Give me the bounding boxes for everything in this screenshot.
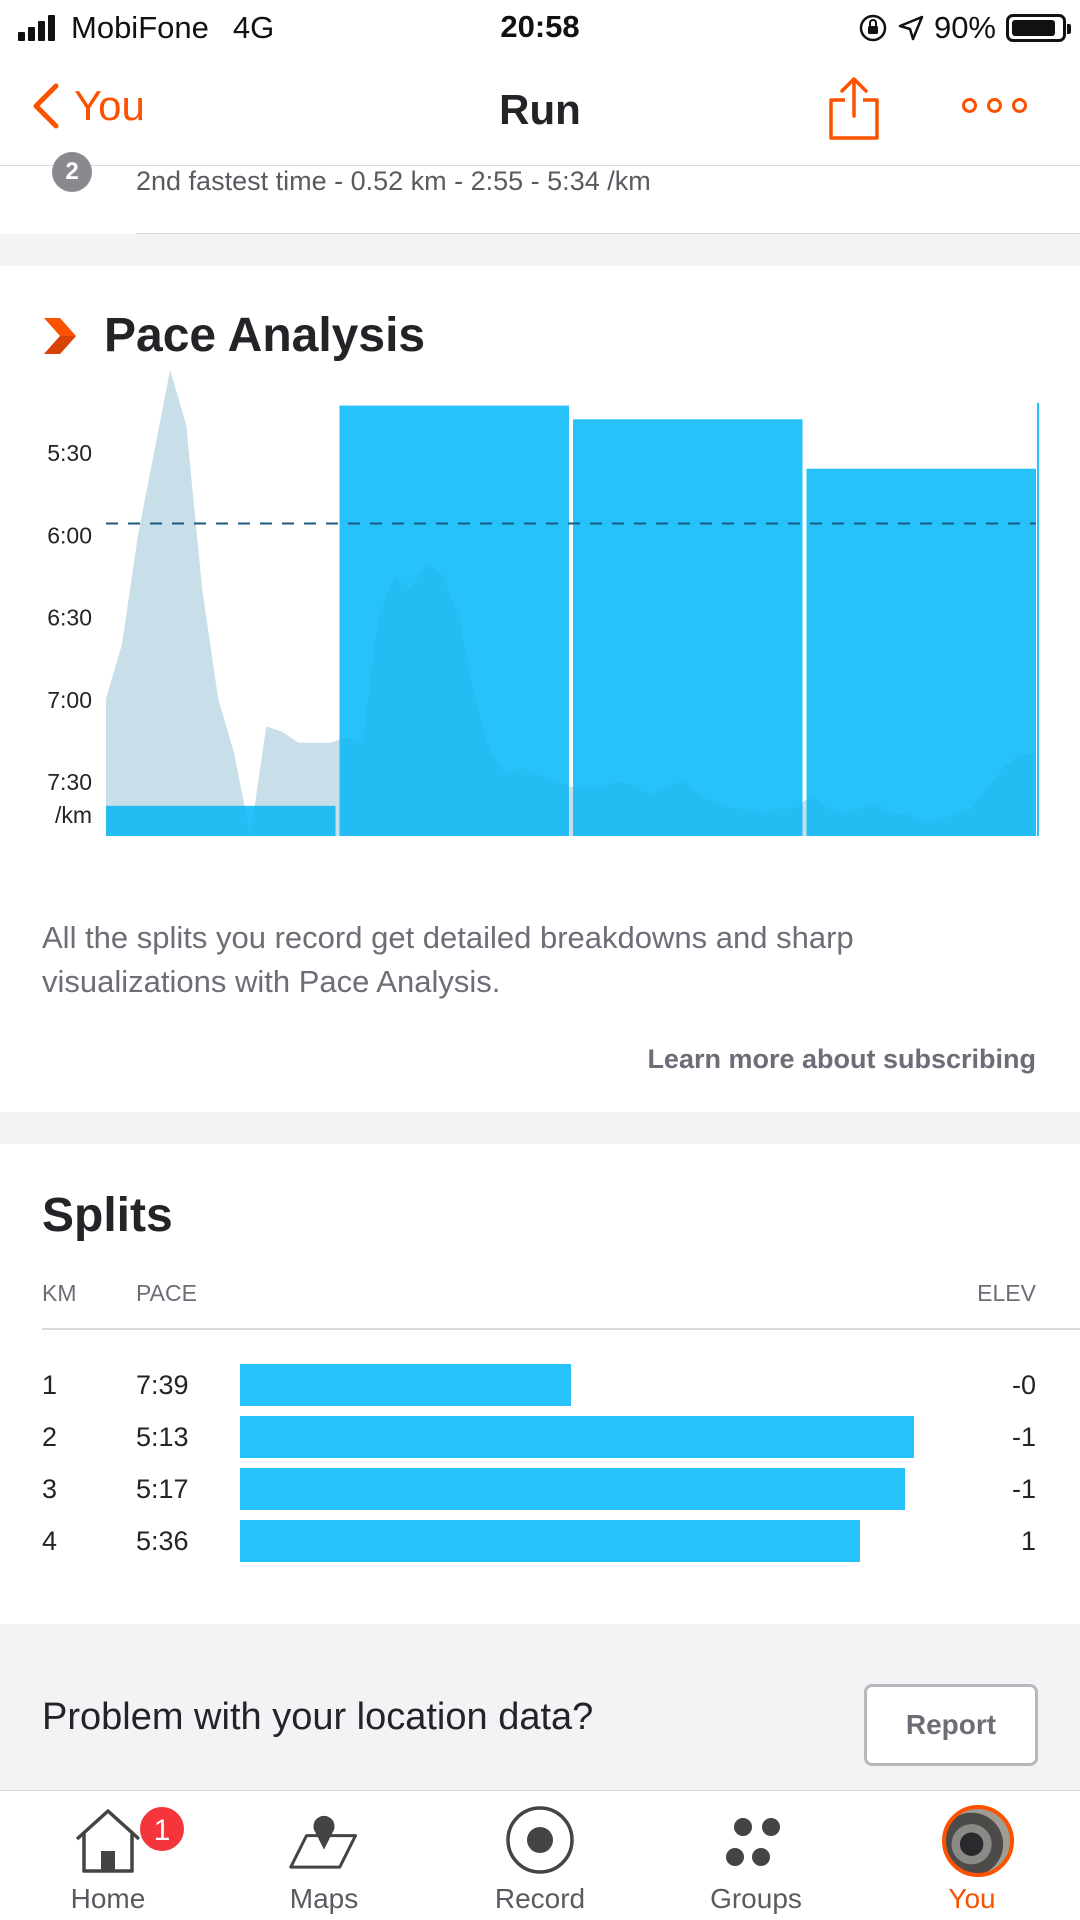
split-pace: 5:17: [136, 1474, 189, 1504]
km-header: KM: [42, 1280, 77, 1306]
chevron-left-icon: [33, 83, 59, 129]
carrier-name: MobiFone: [71, 10, 209, 45]
orientation-lock-icon: [859, 14, 887, 42]
pace-analysis-chart: 5:30 6:00 6:30 7:00 7:30/km: [47, 370, 1039, 836]
battery-icon: [1006, 14, 1071, 42]
tab-label: You: [948, 1883, 996, 1914]
map-pin-icon: [289, 1815, 358, 1869]
pace-bar-3: [573, 419, 803, 836]
more-icon[interactable]: [962, 98, 1027, 113]
clock: 20:58: [500, 9, 580, 44]
split-elev: -0: [1011, 1370, 1036, 1400]
split-pace: 5:13: [136, 1422, 189, 1452]
y-tick-label: 7:30: [47, 769, 92, 795]
pace-bar-2: [339, 405, 569, 836]
back-label: You: [74, 82, 145, 129]
pace-header: PACE: [136, 1280, 197, 1306]
tab-label: Maps: [289, 1883, 359, 1914]
grade-adjusted-pace-overlay: [106, 370, 1036, 836]
split-pace: 5:36: [136, 1526, 189, 1556]
y-unit-label: /km: [55, 802, 92, 828]
split-pace-bar: [240, 1520, 860, 1562]
report-button[interactable]: Report: [864, 1684, 1038, 1766]
split-pace-bar: [240, 1364, 572, 1406]
pace-analysis-header: Pace Analysis: [42, 308, 425, 363]
page-title: Run: [499, 86, 581, 133]
splits-header-divider: [42, 1328, 1080, 1330]
y-tick-label: 6:00: [47, 523, 92, 549]
pace-analysis-description: All the splits you record get detailed b…: [42, 920, 854, 999]
record-icon: [506, 1806, 574, 1874]
carrier-info: MobiFone 4G: [18, 10, 274, 46]
grade-adjusted-pace-area: [106, 370, 1036, 836]
split-elev: -1: [1011, 1422, 1036, 1452]
battery-percent: 90%: [933, 10, 996, 45]
tab-bar: 1 Home Maps Record Groups You: [0, 1790, 1080, 1920]
splits-header-row: KM PACE ELEV: [0, 1280, 1080, 1330]
status-bar: MobiFone 4G 20:58 90%: [0, 0, 1080, 54]
split-km: 2: [42, 1422, 58, 1452]
groups-icon: [726, 1818, 780, 1866]
splits-card: Splits KM PACE ELEV 1 7:39 -0 2 5:13 -1 3 5:17 -…: [0, 1144, 1080, 1624]
tab-you[interactable]: You: [864, 1791, 1080, 1920]
best-effort-row[interactable]: 2 2nd fastest time - 0.52 km - 2:55 - 5:…: [0, 152, 1080, 234]
split-row-4: 4 5:36 1: [0, 1516, 1080, 1568]
learn-more-link[interactable]: Learn more about subscribing: [647, 1044, 1036, 1074]
home-icon: [75, 1809, 141, 1873]
tab-maps[interactable]: Maps: [216, 1791, 432, 1920]
tab-groups[interactable]: Groups: [648, 1791, 864, 1920]
status-indicators: 90%: [858, 10, 1071, 46]
split-row-3: 3 5:17 -1: [0, 1464, 1080, 1516]
divider: [136, 233, 1080, 234]
split-elev: 1: [1020, 1526, 1036, 1556]
splits-title: Splits: [42, 1189, 173, 1242]
y-tick-label: 7:00: [47, 687, 92, 713]
nav-bar: You Run: [0, 54, 1080, 166]
split-pace-bar: [240, 1468, 905, 1510]
pace-bar-4: [806, 468, 1036, 836]
split-pace-bar: [240, 1416, 914, 1458]
notification-badge: 1: [138, 1805, 186, 1853]
split-row-2: 2 5:13 -1: [0, 1412, 1080, 1464]
tab-label: Record: [494, 1883, 586, 1914]
y-tick-label: 5:30: [47, 440, 92, 466]
tab-label: Home: [70, 1883, 146, 1914]
split-km: 1: [42, 1370, 58, 1400]
share-icon[interactable]: [826, 76, 882, 142]
avatar-icon: [942, 1805, 1014, 1877]
split-pace: 7:39: [136, 1370, 189, 1400]
summit-chevron-icon: [44, 317, 76, 354]
pace-analysis-card: Pace Analysis 5:30 6:00 6:30 7:00 7:30/km Al…: [0, 266, 1080, 1112]
rank-badge: 2: [52, 152, 92, 192]
tab-record[interactable]: Record: [432, 1791, 648, 1920]
pace-analysis-title: Pace Analysis: [104, 309, 426, 362]
signal-icon: [18, 15, 55, 41]
back-button[interactable]: You: [30, 82, 145, 130]
split-km: 4: [42, 1526, 58, 1556]
best-effort-text: 2nd fastest time - 0.52 km - 2:55 - 5:34…: [136, 166, 651, 196]
location-question: Problem with your location data?: [42, 1696, 594, 1738]
tab-label: Groups: [710, 1883, 802, 1914]
y-tick-label: 6:30: [47, 605, 92, 631]
tab-home[interactable]: 1 Home: [0, 1791, 216, 1920]
location-issue-row: Problem with your location data? Report: [0, 1656, 1080, 1790]
location-arrow-icon: [898, 15, 924, 41]
pace-bar-1: [106, 805, 336, 836]
split-km: 3: [42, 1474, 58, 1504]
split-elev: -1: [1011, 1474, 1036, 1504]
network-type: 4G: [232, 10, 275, 45]
elev-header: ELEV: [977, 1280, 1036, 1306]
split-row-1: 1 7:39 -0: [0, 1360, 1080, 1412]
